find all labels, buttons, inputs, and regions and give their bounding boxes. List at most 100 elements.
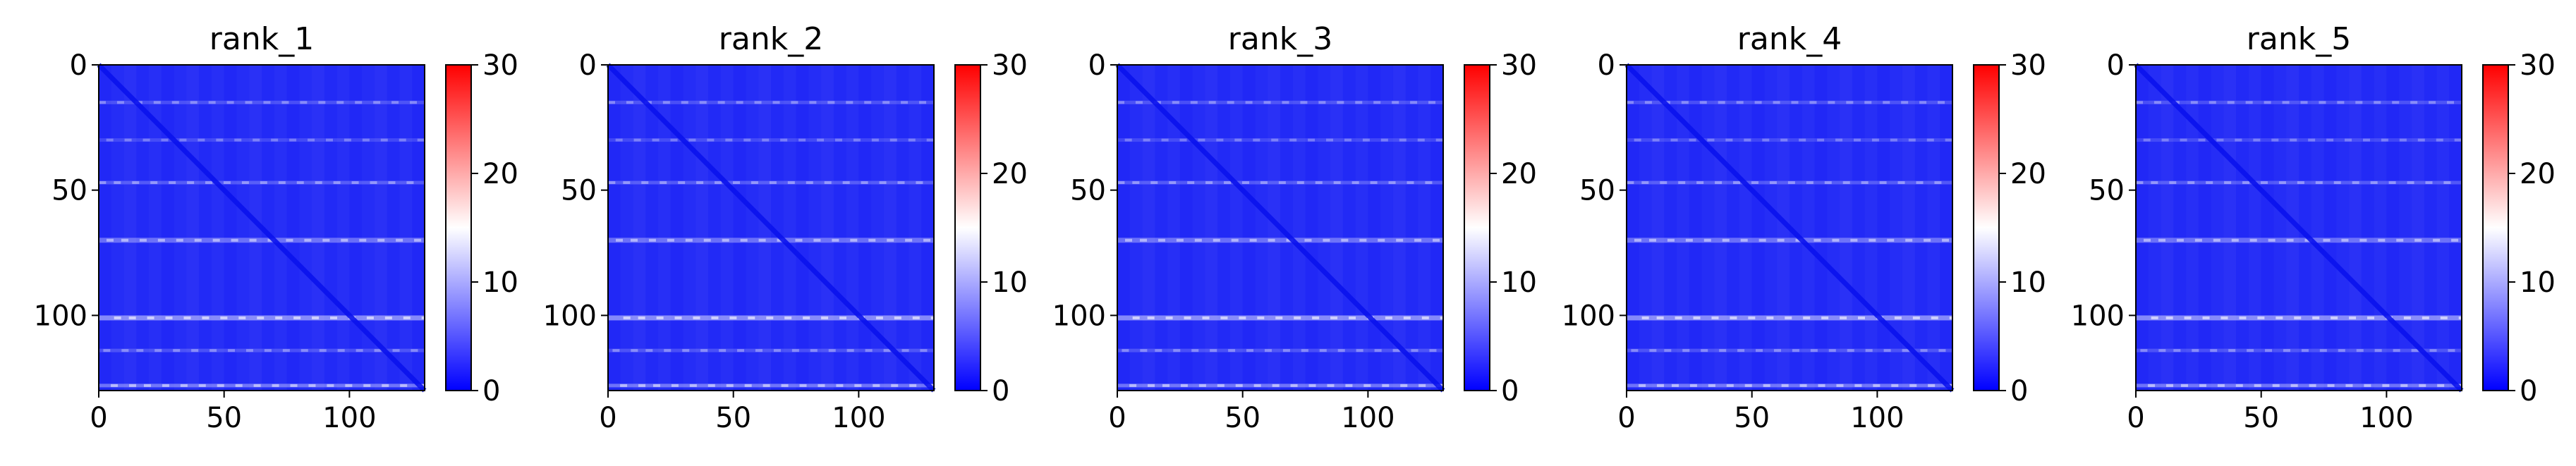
heatmap-band-row-114 — [608, 348, 934, 352]
heatmap-band-row-30 — [1117, 138, 1443, 142]
heatmap-band-speck — [1246, 349, 1254, 352]
heatmap-band-speck — [169, 181, 176, 185]
heatmap-column-texture — [720, 65, 734, 391]
heatmap-band-speck — [1715, 181, 1723, 185]
heatmap-band-speck — [719, 349, 727, 352]
heatmap-band-speck — [1873, 384, 1881, 387]
heatmap-band-speck — [641, 181, 649, 185]
heatmap-band-speck — [194, 238, 202, 242]
heatmap-column-texture — [1192, 65, 1205, 391]
heatmap-column-texture — [199, 65, 212, 391]
heatmap-column-texture — [883, 65, 897, 391]
heatmap-column-texture — [1890, 65, 1902, 391]
heatmap-band-speck — [2381, 138, 2388, 142]
heatmap-band-speck — [1836, 384, 1844, 387]
heatmap-band-speck — [2235, 384, 2243, 387]
heatmap-band-speck — [1634, 138, 1641, 142]
colorbar — [445, 64, 472, 391]
heatmap-band-speck — [1117, 181, 1125, 185]
heatmap-column-texture — [1418, 65, 1431, 391]
heatmap-band-speck — [2400, 384, 2408, 387]
heatmap-band-speck — [132, 181, 140, 185]
heatmap-band-speck — [909, 384, 917, 387]
y-tick-label: 50 — [51, 175, 87, 207]
heatmap-band-speck — [726, 384, 734, 387]
heatmap-band-speck — [667, 238, 674, 242]
heatmap-band-speck — [1308, 384, 1316, 387]
heatmap-band-speck — [300, 101, 308, 104]
heatmap-band-speck — [674, 316, 682, 319]
heatmap-band-speck — [699, 101, 707, 104]
heatmap-diagonal — [2134, 63, 2464, 393]
heatmap-band-row-47 — [2136, 180, 2462, 185]
heatmap-band-speck — [2144, 238, 2151, 242]
heatmap-band-speck — [1809, 101, 1817, 104]
heatmap-band-speck — [696, 181, 704, 185]
heatmap-band-speck — [2448, 349, 2455, 352]
heatmap-band-speck — [784, 316, 792, 319]
heatmap-band-speck — [798, 138, 806, 142]
heatmap-column-texture — [1217, 65, 1230, 391]
heatmap-band-speck — [1296, 181, 1304, 185]
heatmap-band-speck — [1172, 101, 1179, 104]
heatmap-column-texture — [1852, 65, 1865, 391]
heatmap-band-speck — [245, 349, 253, 352]
heatmap-band-speck — [216, 138, 224, 142]
heatmap-band-speck — [2349, 316, 2357, 319]
heatmap-band-speck — [1828, 101, 1835, 104]
heatmap-band-speck — [2345, 138, 2352, 142]
heatmap-band-speck — [2356, 349, 2364, 352]
heatmap-band-speck — [671, 384, 679, 387]
colorbar-tick-label: 20 — [2520, 158, 2556, 190]
heatmap-band-speck — [620, 384, 628, 387]
heatmap-band-speck — [1685, 238, 1693, 242]
heatmap-band-speck — [2276, 316, 2283, 319]
heatmap-band-speck — [1318, 101, 1326, 104]
heatmap-column-texture — [858, 65, 871, 391]
heatmap-band-speck — [315, 181, 322, 185]
heatmap-band-speck — [854, 384, 862, 387]
heatmap-band-speck — [1865, 349, 1873, 352]
heatmap-band-speck — [1792, 349, 1799, 352]
heatmap-band-speck — [740, 238, 748, 242]
heatmap-column-texture — [1639, 65, 1652, 391]
heatmap-band-speck — [289, 138, 297, 142]
heatmap-band-speck — [803, 316, 810, 319]
heatmap-band-speck — [1928, 384, 1936, 387]
heatmap-band-speck — [373, 101, 381, 104]
heatmap-column-texture — [2424, 65, 2437, 391]
heatmap-band-speck — [327, 384, 334, 387]
heatmap-column-texture — [312, 65, 324, 391]
heatmap-band-speck — [111, 384, 119, 387]
heatmap-band-speck — [1260, 181, 1268, 185]
heatmap-band-speck — [1245, 101, 1253, 104]
heatmap-band-speck — [1253, 384, 1261, 387]
heatmap-band-speck — [1718, 101, 1725, 104]
heatmap-band-speck — [1282, 101, 1289, 104]
heatmap-band-speck — [180, 384, 188, 387]
heatmap-band-speck — [139, 238, 147, 242]
heatmap-band-speck — [806, 181, 813, 185]
heatmap-band-speck — [2338, 349, 2345, 352]
heatmap-band-speck — [1810, 349, 1818, 352]
heatmap-column-texture — [1815, 65, 1828, 391]
heatmap-band-speck — [1289, 138, 1297, 142]
heatmap-band-speck — [370, 181, 377, 185]
heatmap-band-speck — [2433, 238, 2441, 242]
x-tick-label: 0 — [90, 402, 107, 434]
heatmap-band-speck — [1736, 101, 1744, 104]
heatmap-band-speck — [2161, 138, 2169, 142]
heatmap-band-speck — [1319, 349, 1327, 352]
heatmap-band-speck — [2437, 384, 2445, 387]
heatmap-band-speck — [1308, 138, 1316, 142]
heatmap-band-speck — [1675, 316, 1682, 319]
panel-title: rank_3 — [1228, 21, 1332, 57]
heatmap-band-speck — [1253, 138, 1260, 142]
heatmap-band-speck — [391, 101, 399, 104]
heatmap-column-texture — [349, 65, 362, 391]
panel-title: rank_5 — [2247, 21, 2351, 57]
heatmap-band-speck — [795, 238, 803, 242]
colorbar-tick-label: 10 — [482, 266, 518, 299]
heatmap-band-speck — [834, 138, 842, 142]
